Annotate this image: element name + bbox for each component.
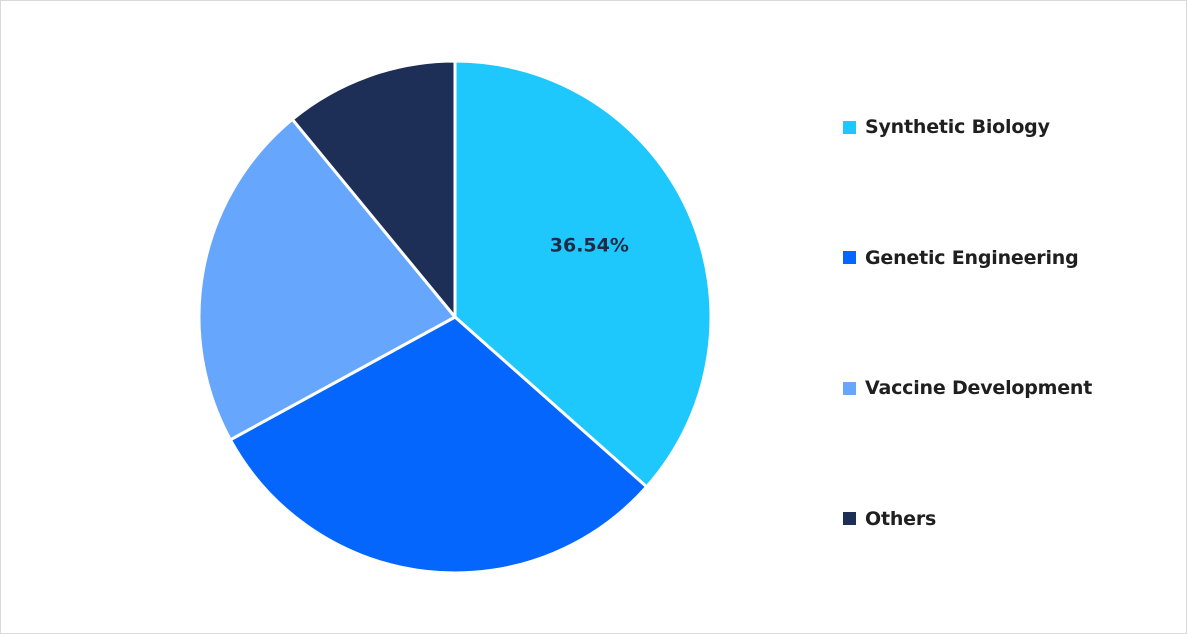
legend-item-vaccine-development: Vaccine Development xyxy=(843,371,1092,405)
legend-swatch-vaccine-development xyxy=(843,381,856,395)
pie-slice-genetic-engineering xyxy=(228,315,649,575)
legend-swatch-genetic-engineering xyxy=(843,251,856,264)
legend-item-genetic-engineering: Genetic Engineering xyxy=(843,241,1079,275)
legend-item-synthetic-biology: Synthetic Biology xyxy=(843,110,1050,144)
legend-label-synthetic-biology: Synthetic Biology xyxy=(865,116,1050,138)
legend-swatch-synthetic-biology xyxy=(843,120,856,134)
legend-swatch-others xyxy=(843,512,856,525)
data-label-synthetic-biology: 36.54% xyxy=(550,235,629,257)
legend-label-others: Others xyxy=(865,507,937,530)
legend-label-vaccine-development: Vaccine Development xyxy=(865,377,1093,399)
legend-item-others: Others xyxy=(843,502,936,536)
pie-slice-synthetic-biology xyxy=(453,59,713,489)
legend-label-genetic-engineering: Genetic Engineering xyxy=(865,246,1079,269)
pie-slice-others xyxy=(290,59,457,319)
pie-slice-vaccine-development xyxy=(197,117,457,442)
